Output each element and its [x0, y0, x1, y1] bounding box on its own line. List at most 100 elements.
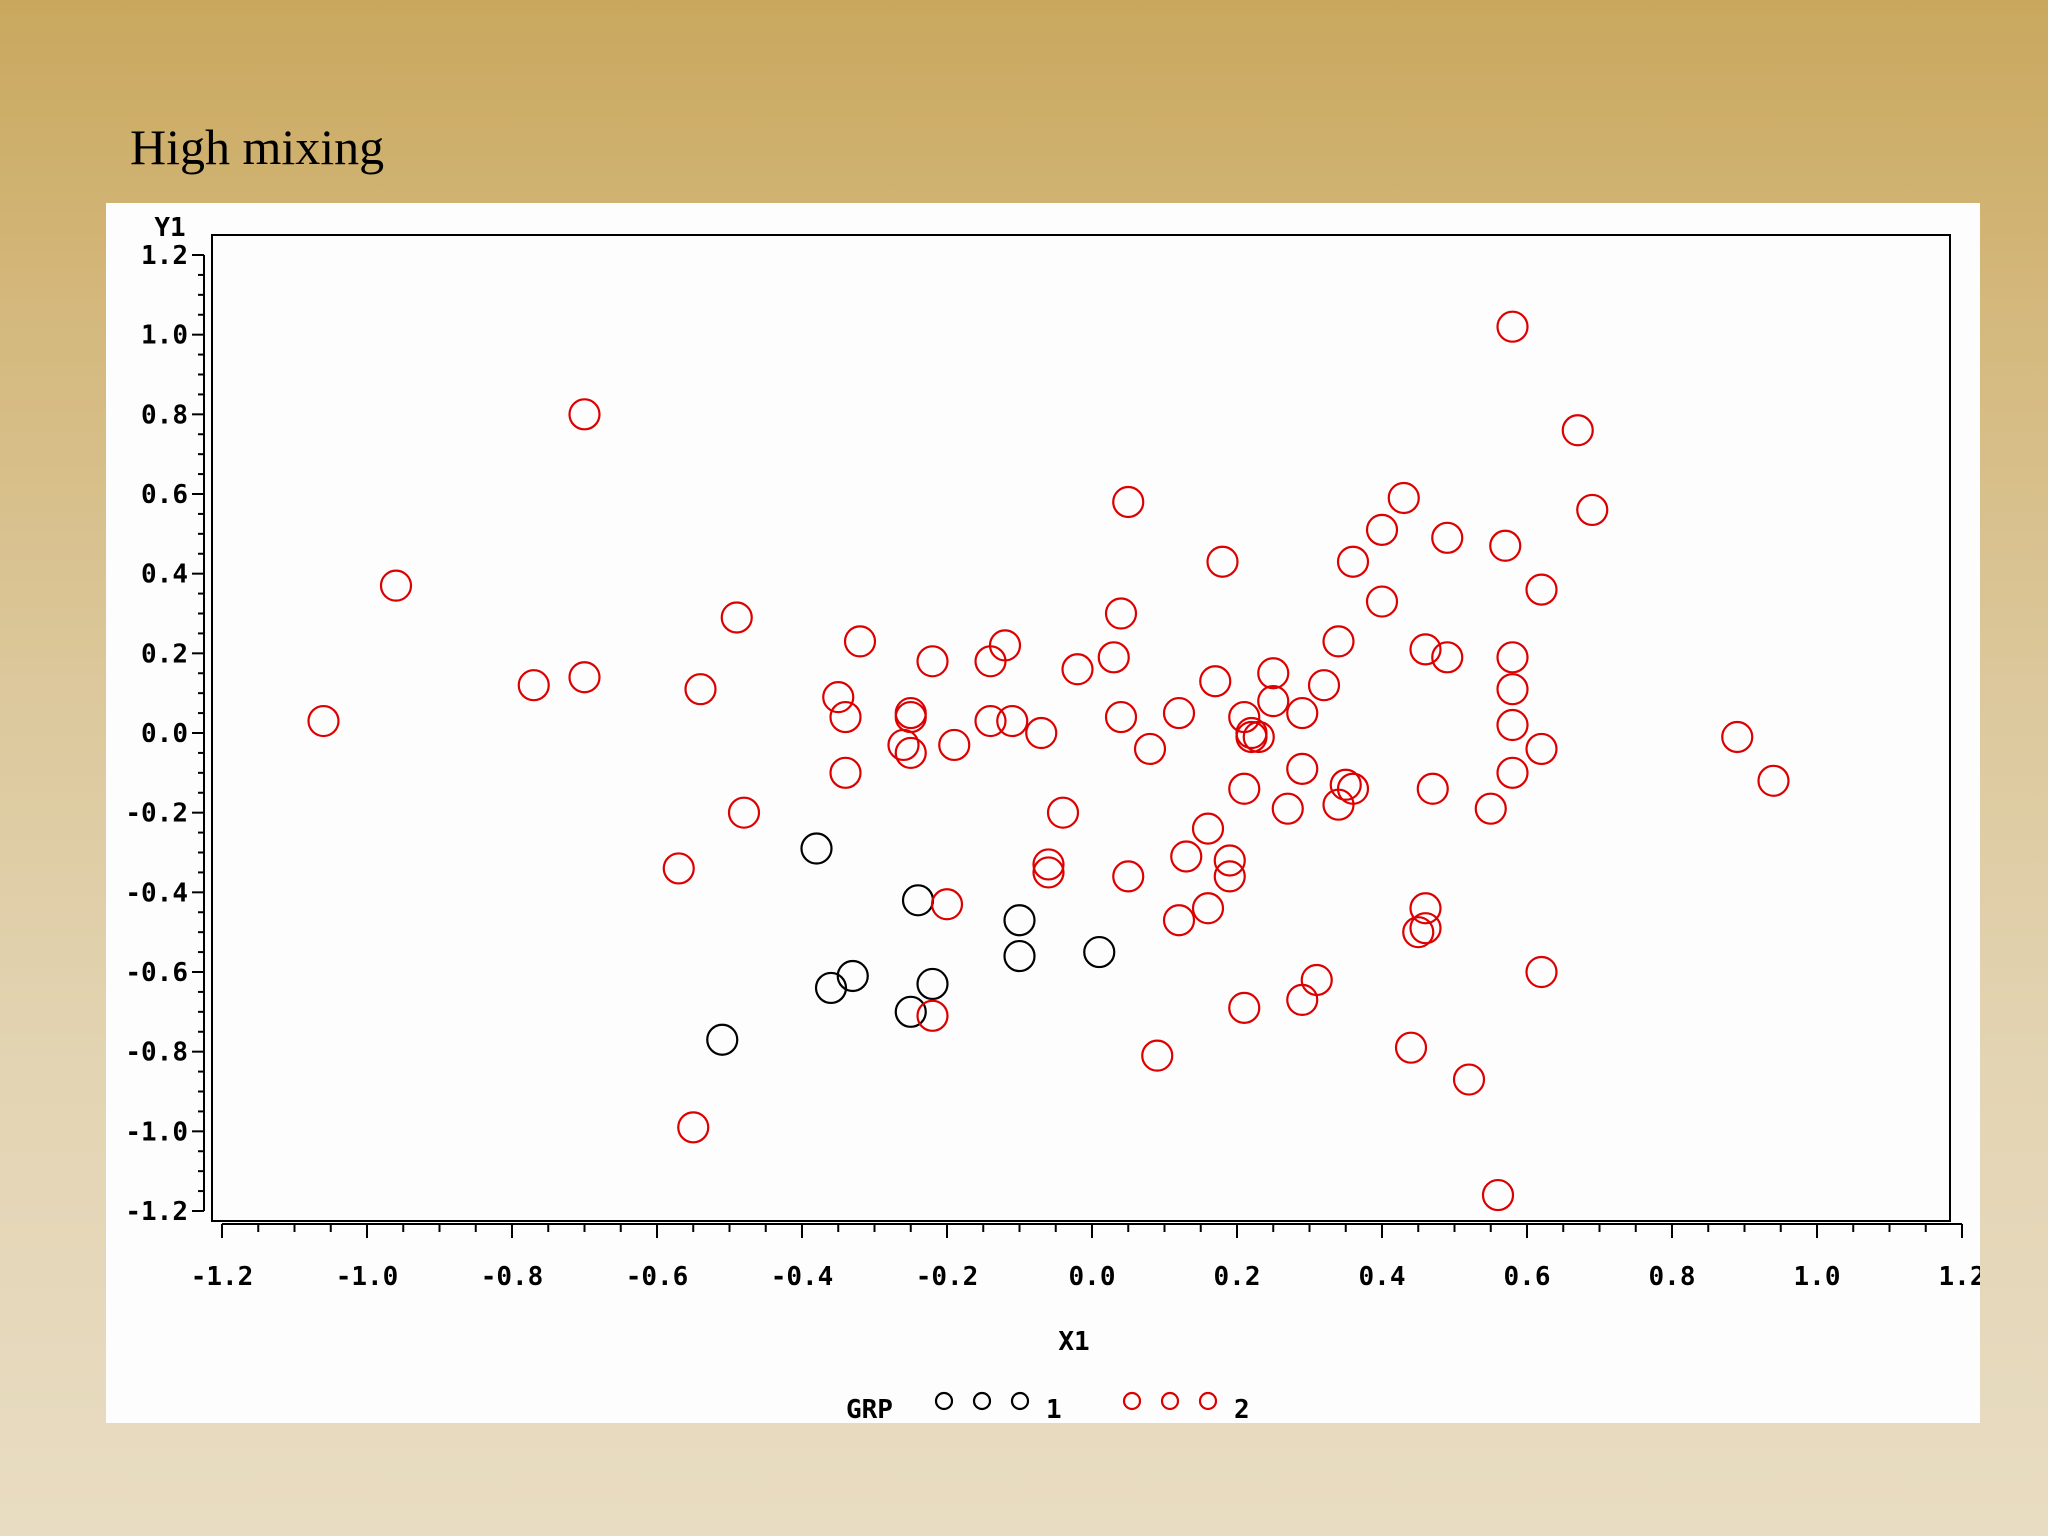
data-point-grp-2 [829, 756, 862, 789]
data-point-grp-2 [1213, 860, 1246, 893]
x-axis-title: X1 [1058, 1327, 1089, 1357]
data-point-grp-2 [1402, 916, 1435, 949]
y-tick-label: 0.4 [141, 560, 188, 590]
data-point-grp-2 [1112, 485, 1145, 519]
data-point-grp-2 [1387, 481, 1420, 515]
data-point-grp-2 [1525, 732, 1558, 766]
data-point-grp-2 [1228, 700, 1261, 734]
data-point-grp-2 [1199, 665, 1232, 698]
y-tick-label: -0.8 [125, 1038, 188, 1068]
data-point-grp-2 [1213, 844, 1246, 877]
data-point-grp-2 [894, 736, 927, 770]
data-point-grp-2 [1032, 848, 1065, 881]
legend-marker-grp-1 [972, 1391, 992, 1411]
legend-marker-grp-2 [1198, 1391, 1218, 1411]
data-point-grp-2 [1496, 310, 1529, 343]
data-point-grp-1 [814, 971, 848, 1005]
data-point-grp-2 [1162, 904, 1196, 937]
y-tick-label: -1.0 [125, 1117, 188, 1147]
data-point-grp-2 [916, 999, 949, 1032]
data-point-grp-2 [1409, 912, 1442, 945]
x-tick-label: 0.2 [1214, 1262, 1261, 1292]
data-point-grp-2 [720, 601, 753, 634]
scatter-chart: -1.2 -1.0 -0.8 -0.6 -0.4 -0.2 0.0 0.2 0.4 0.6 0.8 1… [125, 213, 1980, 1423]
data-point-grp-2 [1336, 772, 1370, 805]
data-point-grp-2 [1394, 1031, 1428, 1064]
data-point-grp-2 [1525, 955, 1558, 989]
data-point-grp-2 [727, 796, 761, 829]
y-axis: -1.2 -1.0 -0.8 -0.6 -0.4 -0.2 0.0 0.2 0.4 0.6 0.8 1… [125, 241, 205, 1227]
data-point-grp-1 [706, 1023, 739, 1056]
data-point-grp-2 [1307, 669, 1341, 702]
y-tick-label: 1.0 [141, 321, 188, 351]
plot-panel: -1.2 -1.0 -0.8 -0.6 -0.4 -0.2 0.0 0.2 0.4 0.6 0.8 1… [106, 203, 1980, 1423]
data-point-grp-2 [1416, 772, 1449, 805]
x-tick-label: -0.8 [481, 1262, 544, 1292]
legend-marker-grp-2 [1160, 1391, 1180, 1411]
data-point-grp-2 [1133, 732, 1167, 766]
data-point-grp-2 [662, 852, 695, 885]
data-point-grp-2 [829, 700, 862, 734]
data-point-grp-2 [1257, 685, 1290, 718]
x-tick-label: 0.8 [1649, 1262, 1696, 1292]
data-point-grp-2 [1257, 657, 1290, 690]
data-point-grp-2 [822, 681, 855, 714]
data-point-grp-2 [1452, 1063, 1486, 1096]
data-point-grp-2 [1032, 856, 1065, 889]
data-point-grp-2 [1191, 812, 1225, 845]
slide-title: High mixing [130, 119, 385, 175]
data-point-grp-2 [1286, 983, 1319, 1016]
data-point-grp-2 [1431, 641, 1464, 674]
data-point-grp-2 [938, 728, 971, 762]
data-point-grp-2 [1576, 493, 1609, 527]
y-tick-label: 1.2 [141, 241, 188, 271]
x-axis: -1.2 -1.0 -0.8 -0.6 -0.4 -0.2 0.0 0.2 0.4 0.6 0.8 1… [191, 1223, 1980, 1292]
data-point-grp-2 [1409, 633, 1442, 666]
x-tick-label: 1.0 [1794, 1262, 1841, 1292]
y-tick-label: 0.2 [141, 639, 188, 669]
legend-marker-grp-2 [1122, 1391, 1142, 1411]
data-point-grp-2 [1206, 545, 1239, 578]
legend: GRP 1 2 [846, 1391, 1250, 1423]
data-point-grp-2 [1409, 892, 1442, 925]
data-point-grp-2 [1496, 641, 1529, 674]
data-point-grp-2 [1525, 573, 1558, 606]
data-point-grp-1 [1083, 935, 1116, 969]
data-point-grp-2 [1141, 1039, 1174, 1072]
data-point-grp-2 [1365, 513, 1399, 546]
data-point-grp-2 [677, 1111, 710, 1144]
data-point-grp-2 [1235, 720, 1268, 754]
data-point-grp-2 [974, 704, 1007, 738]
data-point-grp-2 [1286, 752, 1319, 785]
data-point-grp-2 [1025, 716, 1058, 750]
data-point-grp-1 [1003, 904, 1036, 937]
x-tick-label: -0.2 [916, 1262, 979, 1292]
data-point-grp-2 [996, 704, 1029, 738]
data-point-grp-2 [1496, 708, 1529, 742]
data-point-grp-2 [1162, 696, 1196, 730]
data-point-grp-2 [1481, 1178, 1515, 1212]
y-tick-label: 0.0 [141, 719, 188, 749]
data-point-grp-2 [1721, 720, 1754, 754]
data-point-grp-2 [1242, 720, 1275, 754]
data-point-grp-2 [684, 673, 717, 706]
data-point-grp-2 [930, 888, 964, 921]
y-tick-label: -0.6 [125, 958, 188, 988]
data-point-grp-2 [1489, 529, 1522, 562]
data-point-grp-2 [1757, 764, 1790, 797]
y-axis-title: Y1 [154, 213, 185, 243]
y-tick-label: -0.2 [125, 799, 188, 829]
data-point-grp-2 [1496, 673, 1529, 706]
legend-marker-grp-1 [1010, 1391, 1030, 1411]
data-point-grp-2 [1061, 653, 1094, 686]
data-point-grp-2 [1474, 792, 1507, 825]
data-point-grp-2 [1228, 772, 1261, 805]
data-point-grp-1 [916, 967, 949, 1001]
data-point-grp-2 [568, 661, 601, 694]
data-point-grp-2 [1191, 892, 1225, 925]
data-point-grp-2 [1365, 585, 1399, 618]
data-point-grp-2 [1300, 963, 1333, 997]
data-point-grp-2 [1561, 414, 1594, 447]
data-point-grp-2 [1104, 700, 1138, 734]
data-point-grp-2 [379, 569, 413, 602]
